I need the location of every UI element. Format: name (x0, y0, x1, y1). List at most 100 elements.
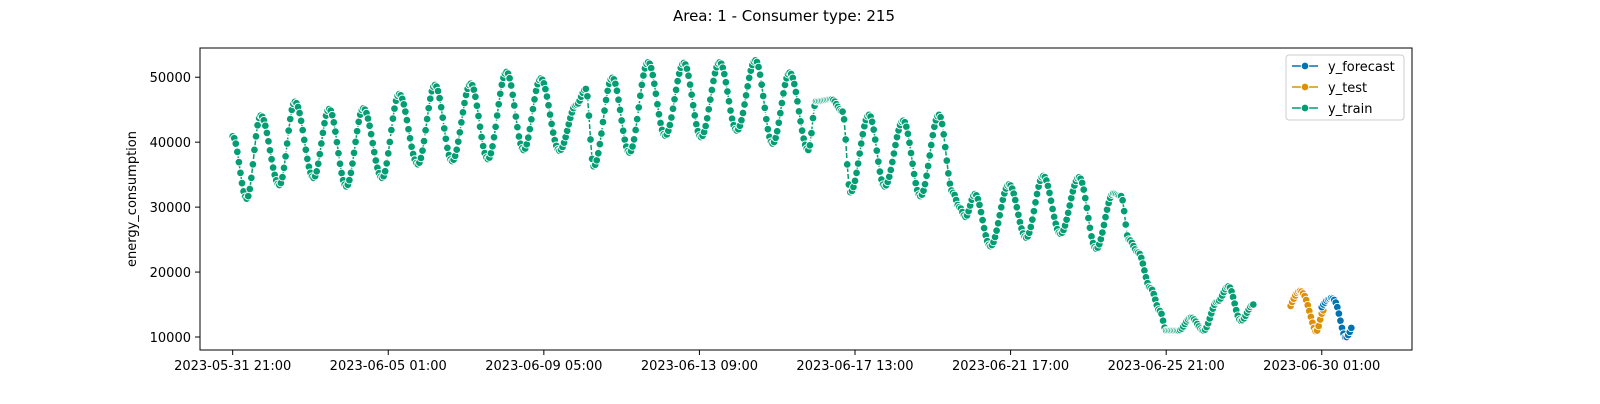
y-tick-label: 20000 (150, 266, 191, 281)
data-point (418, 146, 427, 155)
data-point (234, 157, 244, 167)
x-tick-label: 2023-06-13 09:00 (641, 359, 758, 374)
data-point (541, 84, 550, 94)
legend-item-y-forecast: y_forecast (1292, 60, 1395, 75)
data-point (371, 156, 381, 165)
data-point (506, 81, 516, 90)
data-point (615, 105, 625, 115)
data-point (639, 71, 648, 80)
data-point (419, 136, 429, 146)
data-point (1084, 213, 1093, 223)
data-point (805, 141, 815, 150)
data-point (472, 101, 482, 110)
data-point (354, 117, 363, 127)
data-point (405, 134, 415, 143)
data-point (852, 168, 861, 178)
data-point (460, 98, 469, 108)
data-point (492, 111, 502, 120)
data-point (856, 139, 866, 148)
data-point (1046, 196, 1056, 205)
data-point (978, 215, 987, 225)
data-point (488, 142, 497, 151)
data-point (511, 112, 521, 121)
data-point (475, 122, 485, 131)
data-point (1079, 185, 1088, 194)
data-point (601, 95, 611, 105)
data-point (363, 114, 373, 123)
data-point (631, 125, 640, 135)
data-point (688, 100, 698, 110)
data-point (1099, 220, 1109, 230)
data-point (670, 95, 679, 104)
data-point (1157, 309, 1166, 319)
data-point (794, 107, 804, 116)
data-point (365, 121, 374, 131)
data-point (328, 110, 337, 120)
data-point (709, 76, 718, 86)
data-point (1067, 193, 1076, 203)
data-point (455, 128, 465, 137)
data-point (628, 142, 637, 151)
data-point (469, 85, 479, 94)
data-point (1048, 204, 1057, 214)
plot-area (200, 48, 1412, 350)
data-point (542, 92, 552, 101)
data-point (637, 80, 647, 90)
data-point (797, 126, 807, 135)
x-tick-label: 2023-06-17 13:00 (796, 359, 913, 374)
y-tick-label: 10000 (150, 331, 191, 346)
data-point (1043, 181, 1053, 191)
data-point (944, 169, 953, 178)
series-layer (228, 56, 1356, 342)
data-point (295, 108, 304, 118)
data-point (441, 134, 451, 144)
data-point (421, 126, 430, 135)
data-point (496, 89, 505, 99)
data-point (346, 168, 356, 178)
data-point (1032, 189, 1042, 199)
data-point (690, 111, 700, 120)
data-point (687, 90, 696, 99)
data-point (320, 118, 329, 128)
data-point (380, 166, 390, 176)
data-point (586, 135, 595, 144)
data-point (779, 89, 788, 98)
data-point (407, 142, 416, 151)
data-point (807, 128, 816, 138)
data-point (530, 95, 539, 104)
data-point (253, 121, 262, 130)
data-point (284, 126, 293, 135)
chart-title: Area: 1 - Consumer type: 215 (673, 7, 895, 25)
data-point (370, 147, 379, 157)
data-point (754, 62, 763, 72)
data-point (478, 141, 488, 151)
data-point (937, 119, 947, 129)
data-point (1026, 222, 1036, 232)
data-point (701, 121, 710, 131)
data-point (793, 97, 802, 106)
data-point (426, 94, 435, 103)
data-point (597, 129, 606, 138)
data-point (251, 132, 261, 141)
data-point (741, 91, 751, 100)
data-point (1014, 210, 1023, 220)
data-point (278, 172, 287, 182)
data-point (265, 146, 275, 155)
data-point (650, 79, 659, 88)
data-point (939, 130, 948, 139)
data-point (301, 145, 311, 154)
data-point (231, 139, 241, 148)
data-point (791, 87, 801, 97)
data-point (1101, 212, 1110, 222)
data-point (884, 172, 894, 181)
data-point (1081, 193, 1090, 203)
data-point (920, 179, 930, 189)
data-point (594, 149, 603, 158)
data-point (424, 103, 433, 113)
data-point (945, 179, 955, 188)
data-point (1140, 266, 1149, 275)
data-point (285, 114, 295, 124)
data-point (1065, 201, 1074, 210)
data-point (905, 138, 914, 148)
